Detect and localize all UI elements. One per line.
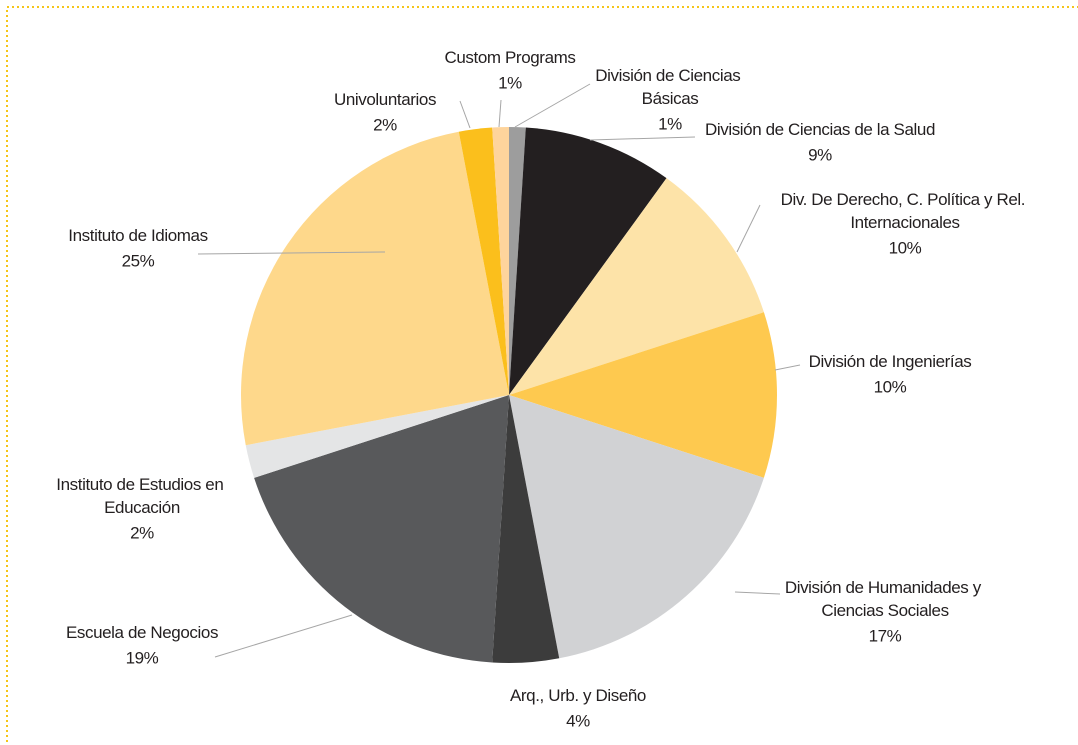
value-label: 17% [869, 626, 902, 645]
leader-line [214, 614, 353, 658]
pie-slice [492, 395, 560, 663]
value-label: 19% [126, 648, 159, 667]
slice-label: Instituto de Idiomas [68, 226, 207, 245]
pie-slice [492, 127, 509, 395]
label-line: División de Humanidades y [785, 578, 985, 597]
value-label: 10% [889, 238, 922, 257]
pie-slice [509, 312, 777, 478]
value-label: 10% [874, 377, 907, 396]
leader-line [736, 204, 761, 253]
leader-line [589, 136, 696, 141]
label-line: Escuela de Negocios [66, 623, 218, 642]
label-line: Educación [104, 498, 180, 517]
frame [6, 6, 1078, 745]
slice-label: División de Ciencias Básicas [595, 66, 744, 108]
slice-label: Div. De Derecho, C. Política y Rel. Inte… [781, 190, 1030, 232]
value-label: 1% [498, 73, 522, 92]
label-line: División de Ciencias de la Salud [705, 120, 935, 139]
slice-label: Instituto de Estudios en Educación [56, 475, 227, 517]
pie-slice [509, 178, 764, 395]
label-line: Básicas [642, 89, 699, 108]
label-line: Instituto de Estudios en [56, 475, 227, 494]
pie-slice [254, 395, 509, 663]
value-label: 2% [130, 523, 154, 542]
leader-line [197, 251, 386, 255]
label-line: Ciencias Sociales [821, 601, 948, 620]
label-line: Internacionales [850, 213, 959, 232]
leader-line [514, 83, 591, 128]
value-label: 2% [373, 115, 397, 134]
value-label: 9% [808, 145, 832, 164]
label-line: Instituto de Idiomas [68, 226, 207, 245]
slice-label: División de Humanidades y Ciencias Socia… [785, 578, 985, 620]
slice-label: División de Ingenierías [809, 352, 972, 371]
slice-label: División de Ciencias de la Salud [705, 120, 935, 139]
label-line: División de Ingenierías [809, 352, 972, 371]
slice-label: Arq., Urb. y Diseño [510, 686, 646, 705]
slice-label: Escuela de Negocios [66, 623, 218, 642]
pie-slice [509, 127, 526, 395]
leader-line [498, 99, 502, 128]
pie-slice [458, 127, 509, 395]
label-line: Custom Programs [445, 48, 576, 67]
label-line: Univoluntarios [334, 90, 436, 109]
leader-line [734, 591, 781, 595]
slice-label: Univoluntarios [334, 90, 436, 109]
label-line: División de Ciencias [595, 66, 744, 85]
label-line: Arq., Urb. y Diseño [510, 686, 646, 705]
value-label: 25% [122, 251, 155, 270]
leader-line [459, 100, 471, 129]
pie-slice [509, 395, 764, 659]
pie-slice [240, 131, 509, 446]
value-label: 4% [566, 711, 590, 730]
value-label: 1% [658, 114, 682, 133]
leader-line [774, 364, 801, 371]
label-line: Div. De Derecho, C. Política y Rel. [781, 190, 1030, 209]
pie-slice [509, 127, 667, 395]
slice-label: Custom Programs [445, 48, 576, 67]
pie-slice [245, 395, 509, 478]
